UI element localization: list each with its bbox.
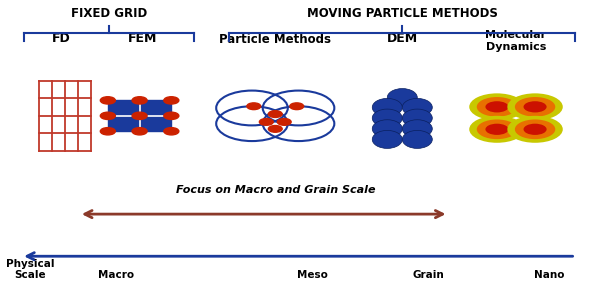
Circle shape (477, 119, 517, 139)
Circle shape (268, 111, 282, 117)
Text: Focus on Macro and Grain Scale: Focus on Macro and Grain Scale (175, 185, 375, 195)
Ellipse shape (372, 131, 403, 148)
Ellipse shape (403, 98, 432, 116)
Circle shape (515, 97, 555, 117)
Circle shape (477, 97, 517, 117)
Circle shape (507, 116, 563, 143)
Text: Meso: Meso (297, 270, 328, 280)
Circle shape (485, 101, 509, 113)
Circle shape (100, 128, 115, 135)
Text: MOVING PARTICLE METHODS: MOVING PARTICLE METHODS (307, 7, 498, 20)
Circle shape (523, 124, 546, 135)
Ellipse shape (387, 89, 417, 107)
Circle shape (515, 119, 555, 139)
Circle shape (259, 119, 274, 125)
Circle shape (247, 103, 260, 110)
Text: Molecular
Dynamics: Molecular Dynamics (485, 30, 546, 52)
Circle shape (469, 93, 525, 120)
Text: DEM: DEM (387, 32, 418, 45)
Circle shape (132, 112, 147, 119)
Circle shape (268, 125, 282, 132)
Circle shape (485, 124, 509, 135)
Bar (108, 100, 171, 131)
Circle shape (523, 101, 546, 113)
Text: Grain: Grain (413, 270, 444, 280)
Circle shape (507, 93, 563, 120)
Circle shape (100, 112, 115, 119)
Text: FIXED GRID: FIXED GRID (72, 7, 147, 20)
Text: Particle Methods: Particle Methods (219, 33, 332, 46)
Circle shape (132, 97, 147, 104)
Circle shape (164, 128, 179, 135)
Ellipse shape (372, 109, 403, 127)
Text: Nano: Nano (534, 270, 565, 280)
Text: FD: FD (52, 32, 71, 45)
Ellipse shape (403, 109, 432, 127)
Ellipse shape (403, 120, 432, 138)
Ellipse shape (372, 120, 403, 138)
Circle shape (132, 128, 147, 135)
Circle shape (277, 119, 291, 125)
Ellipse shape (403, 131, 432, 148)
Text: Physical
Scale: Physical Scale (6, 258, 54, 280)
Circle shape (290, 103, 304, 110)
Text: FEM: FEM (128, 32, 157, 45)
Circle shape (469, 116, 525, 143)
Circle shape (164, 97, 179, 104)
Ellipse shape (372, 98, 403, 116)
Circle shape (100, 97, 115, 104)
Circle shape (164, 112, 179, 119)
Text: Macro: Macro (98, 270, 134, 280)
